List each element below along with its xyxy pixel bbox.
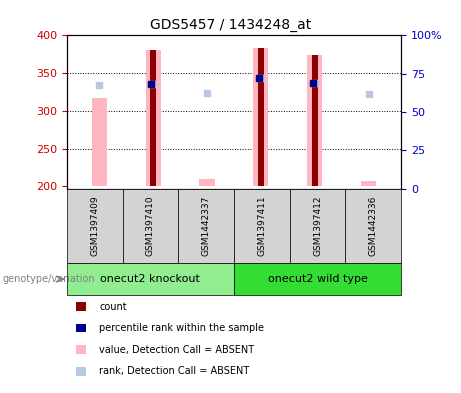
Bar	[146, 50, 160, 186]
Text: onecut2 knockout: onecut2 knockout	[100, 274, 201, 284]
Text: genotype/variation: genotype/variation	[2, 274, 95, 284]
Text: GDS5457 / 1434248_at: GDS5457 / 1434248_at	[150, 18, 311, 32]
Text: percentile rank within the sample: percentile rank within the sample	[99, 323, 264, 333]
Text: value, Detection Call = ABSENT: value, Detection Call = ABSENT	[99, 345, 254, 355]
Bar	[312, 55, 318, 186]
Bar	[200, 179, 214, 186]
Text: GSM1397412: GSM1397412	[313, 196, 322, 256]
Text: count: count	[99, 301, 127, 312]
Text: rank, Detection Call = ABSENT: rank, Detection Call = ABSENT	[99, 366, 249, 376]
Text: GSM1442337: GSM1442337	[201, 196, 211, 256]
Text: GSM1397410: GSM1397410	[146, 196, 155, 256]
Bar	[150, 50, 156, 186]
Bar	[254, 48, 268, 186]
Text: GSM1442336: GSM1442336	[369, 196, 378, 256]
Text: GSM1397409: GSM1397409	[90, 196, 99, 256]
Bar	[258, 48, 264, 186]
Bar	[92, 98, 107, 186]
Bar	[361, 181, 376, 186]
Text: GSM1397411: GSM1397411	[257, 196, 266, 256]
Bar	[307, 55, 322, 186]
Text: onecut2 wild type: onecut2 wild type	[267, 274, 367, 284]
